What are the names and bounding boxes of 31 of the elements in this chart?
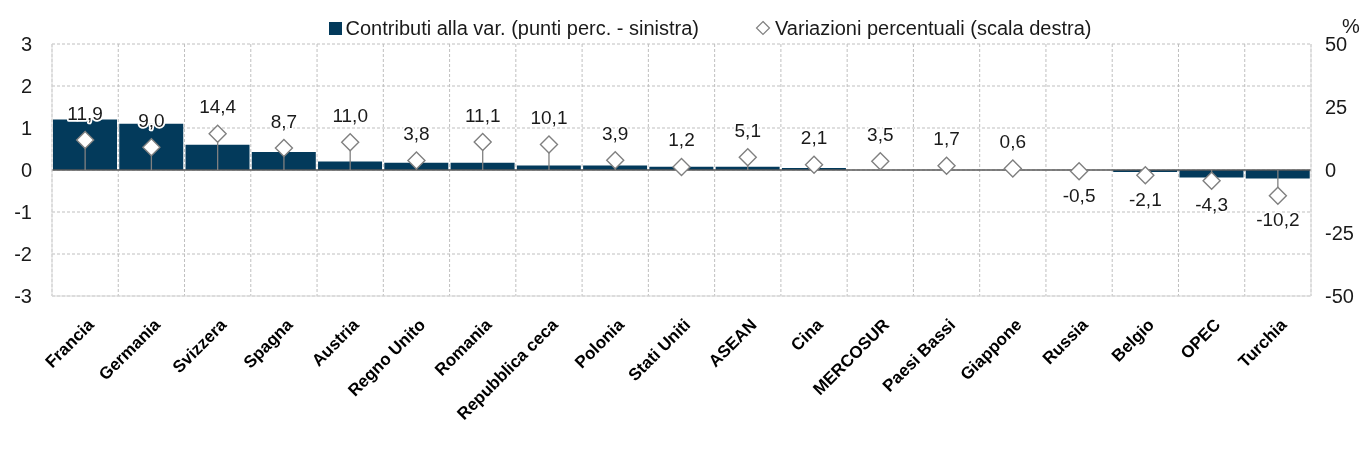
y2-tick-label: 0 [1325,159,1337,182]
data-label: 3,8 [403,122,430,144]
data-label: 14,4 [199,96,237,118]
data-label: 10,1 [530,107,568,129]
y-tick-label: -1 [14,201,32,224]
data-label: -0,5 [1062,184,1096,206]
data-label: 5,1 [734,119,761,141]
data-label: 11,0 [332,104,368,126]
y2-tick-label: -25 [1325,222,1354,245]
data-label: 3,9 [602,122,629,144]
data-label: 11,1 [464,104,501,126]
data-label: 2,1 [800,127,828,149]
data-label: 3,5 [867,123,894,145]
y-tick-label: -3 [14,285,32,308]
data-label: -10,2 [1256,209,1300,231]
y2-tick-label: 25 [1325,96,1348,119]
y2-tick-label: -50 [1325,285,1354,308]
data-label: -2,1 [1128,188,1162,210]
data-label: 0,6 [999,130,1027,152]
data-label: -4,3 [1195,194,1228,216]
legend-label: Contributi alla var. (punti perc. - sinistra) [345,16,699,40]
y-tick-label: 1 [20,117,32,140]
y-tick-label: 0 [20,159,32,182]
y-tick-label: -2 [14,243,32,266]
data-label: 1,2 [668,129,695,151]
data-label: 1,7 [933,128,960,150]
y-tick-label: 2 [20,75,32,98]
data-label: 11,9 [67,102,103,124]
y-tick-label: 3 [20,33,32,56]
legend-label: Variazioni percentuali (scala destra) [775,16,1092,40]
data-label: 8,7 [270,110,298,132]
